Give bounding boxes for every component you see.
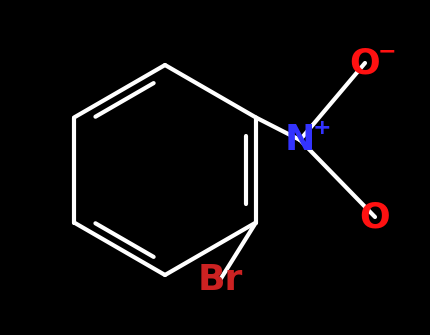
Text: N: N: [285, 123, 315, 157]
Text: +: +: [313, 118, 331, 138]
Text: Br: Br: [197, 263, 243, 297]
Text: −: −: [378, 41, 396, 61]
Text: O: O: [350, 46, 381, 80]
Text: O: O: [359, 200, 390, 234]
